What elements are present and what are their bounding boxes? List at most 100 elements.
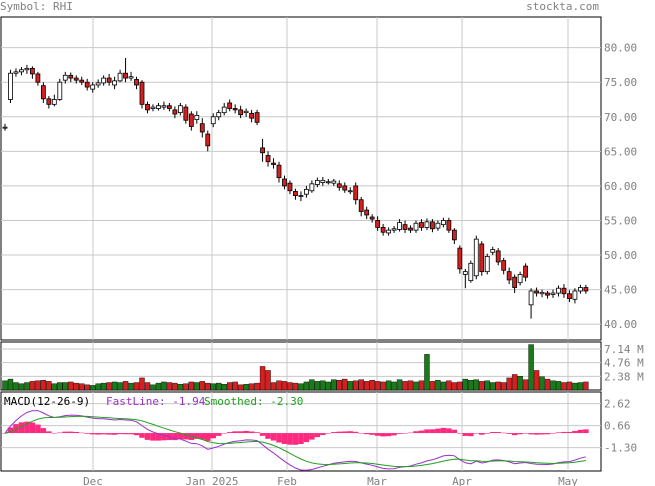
candle-body [199,123,205,133]
macd-hist-bar [95,433,101,435]
candle-body [8,72,13,100]
macd-hist-bar [506,433,512,434]
volume-bar [391,381,397,391]
candle-body [550,292,556,295]
candle-body [539,291,545,295]
macd-hist-bar [583,429,589,434]
volume-bar [13,382,19,391]
candle-body [358,199,364,212]
candle-body [156,105,161,109]
volume-bar [281,381,288,391]
volume-bar [479,381,485,391]
macd-hist-bar [40,428,47,434]
candle-body [320,179,326,183]
candle-body [561,287,567,295]
candle-body [232,108,238,111]
macd-hist-bar [369,433,375,435]
volume-bar [331,379,337,391]
macd-hist-bar [577,429,584,434]
volume-bar [62,382,68,391]
macd-hist-bar [194,433,200,439]
volume-bars [2,344,589,391]
volume-bar [424,354,430,391]
macd-hist-bar [133,433,140,436]
macd-hist-bar [572,430,578,434]
volume-bar [500,382,507,391]
volume-bar [161,381,167,391]
macd-hist-bar [51,433,58,434]
macd-hist-bar [511,433,518,436]
macd-y-tick-label: -1.30 [604,442,637,455]
macd-hist-bar [243,430,249,434]
macd-hist-bar [342,431,348,434]
volume-bar [106,382,112,391]
candle-body [473,238,479,277]
macd-y-tick-label: 2.62 [604,398,631,411]
macd-hist-bar [199,433,206,440]
volume-bar [457,381,463,391]
volume-bar [468,380,474,391]
candle-body [440,220,446,226]
macd-hist-bar [391,433,397,436]
macd-hist-bar [13,424,19,434]
volume-bar [89,385,96,391]
x-tick-label: Feb [277,475,297,486]
volume-bar [188,381,195,391]
candle-body [342,185,348,191]
macd-hist-bar [298,433,304,445]
volume-bar [35,380,41,391]
candle-body [419,222,424,228]
candle-body [457,247,463,270]
volume-bar [57,382,63,391]
volume-bar [517,376,523,391]
volume-bar [177,384,184,391]
volume-bar [172,382,178,391]
macd-hist-bar [489,432,496,434]
volume-bar [402,381,408,391]
volume-bar [292,382,299,391]
candle-body [375,220,381,228]
macd-hist-bar [544,433,551,435]
candle-body [430,221,435,230]
candle-body [578,287,583,292]
candle-body [166,105,172,109]
volume-bar [358,379,364,391]
macd-hist-bar [440,427,447,434]
macd-hist-bar [281,433,288,444]
macd-smoothed-line [4,415,586,468]
candle-body [282,178,287,187]
macd-hist-bar [24,421,30,434]
price-grid [1,17,601,340]
volume-bar [374,381,381,391]
candle-body [205,133,211,147]
candle-body [68,74,74,79]
macd-hist-bar [325,433,332,434]
candle-body [534,290,539,294]
candle-body [424,221,430,228]
volume-bar [490,382,496,391]
candle-body [293,191,298,196]
candle-body [117,72,123,82]
candle-body [298,195,304,197]
volume-bar [46,381,52,391]
macd-hist-bar [62,431,69,434]
volume-y-ticks: 7.14 M4.76 M2.38 M [604,343,644,383]
candle-body [479,243,485,273]
macd-hist-bar [89,433,96,435]
candle-body [57,81,63,100]
macd-hist-bar [473,433,480,434]
volume-bar [183,383,189,391]
macd-hist-bar [517,433,523,435]
candle-body [265,155,271,163]
volume-bar [18,383,25,391]
x-tick-label: Apr [452,475,472,486]
macd-hist-bar [528,433,534,435]
candle-body [46,98,52,105]
candle-body [484,256,490,273]
macd-hist-bar [270,433,277,441]
price-y-tick-label: 65.00 [604,145,637,158]
macd-grid [1,392,601,471]
macd-hist-bar [237,431,244,434]
macd-hist-bar [248,431,255,434]
macd-y-ticks: 2.62 0.66 -1.30 [604,398,637,455]
